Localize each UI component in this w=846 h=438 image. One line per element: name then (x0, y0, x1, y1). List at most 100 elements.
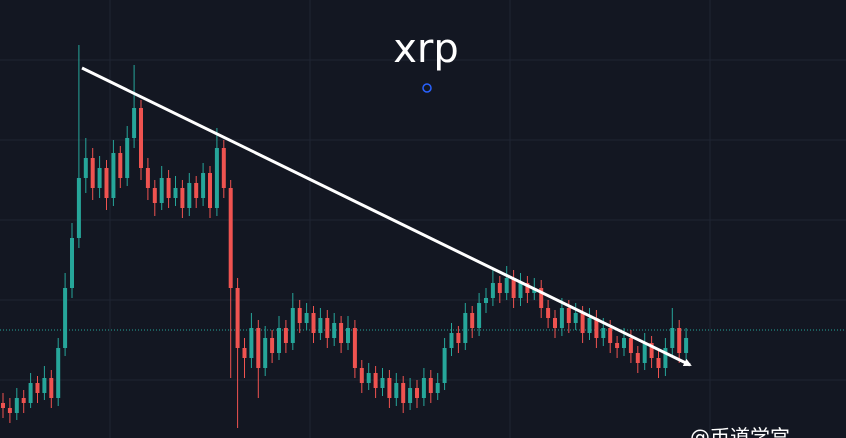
candle-body (408, 388, 413, 403)
candle-body (83, 158, 88, 178)
candle-body (677, 328, 682, 353)
candle-body (325, 318, 330, 338)
candle-body (28, 383, 33, 403)
candle-body (373, 373, 378, 388)
candle-body (290, 308, 295, 343)
candle-body (339, 323, 344, 343)
candle-body (42, 378, 47, 393)
candle-body (504, 278, 509, 293)
candle-body (656, 358, 661, 368)
candle-body (566, 308, 571, 323)
candle-body (297, 308, 302, 323)
candle-body (546, 308, 551, 318)
candle-body (642, 343, 647, 363)
candle-body (166, 178, 171, 198)
candle-body (580, 313, 585, 333)
candle-body (270, 338, 275, 353)
candle-body (415, 388, 419, 398)
candle-body (435, 383, 440, 393)
candle-body (463, 313, 468, 343)
candle-body (594, 318, 599, 338)
candle-body (173, 188, 178, 198)
candle-body (553, 318, 557, 328)
candle-body (477, 303, 482, 328)
candle-body (235, 288, 240, 348)
candle-body (332, 323, 337, 338)
candle-body (518, 283, 523, 298)
candle-body (449, 333, 454, 348)
candle-body (366, 373, 371, 383)
candle-body (152, 188, 157, 203)
candle-body (208, 173, 212, 208)
candle-body (359, 368, 364, 383)
candle-body (256, 328, 261, 368)
candle-body (304, 313, 309, 323)
candle-body (187, 183, 192, 208)
candle-body (539, 288, 544, 308)
candle-body (194, 183, 199, 198)
candle-body (118, 153, 123, 178)
candle-body (21, 398, 26, 403)
candle-body (145, 168, 150, 188)
candle-body (387, 378, 392, 398)
candle-body (35, 383, 40, 393)
candle-body (277, 328, 281, 353)
candle-body (421, 378, 426, 398)
candle-body (490, 283, 495, 298)
candle-body (401, 383, 406, 403)
candle-body (663, 348, 668, 368)
candle-body (635, 353, 640, 363)
candle-body (442, 348, 447, 383)
marker-dot (422, 83, 432, 93)
candle-body (70, 238, 74, 288)
candle-body (311, 313, 316, 333)
candle-body (76, 178, 81, 238)
candle-body (649, 343, 654, 358)
candle-body (587, 318, 592, 333)
candle-body (470, 313, 475, 328)
candles (1, 45, 689, 428)
candle-body (14, 398, 19, 413)
candle-body (249, 328, 254, 358)
candle-body (159, 178, 164, 203)
candle-body (670, 328, 675, 348)
chart-title: xrp (393, 26, 459, 72)
candle-body (221, 148, 226, 188)
candle-body (242, 348, 247, 358)
candle-body (352, 328, 357, 368)
candle-body (525, 283, 530, 293)
candle-body (132, 108, 137, 138)
candle-body (180, 188, 185, 208)
candle-body (49, 378, 54, 398)
candle-body (97, 168, 102, 188)
candle-body (622, 338, 626, 348)
candle-body (125, 138, 130, 178)
candle-body (497, 283, 502, 293)
candle-body (511, 278, 516, 298)
candle-body (394, 383, 399, 398)
candle-body (608, 328, 613, 343)
candle-body (484, 298, 488, 303)
candle-body (228, 188, 233, 288)
candle-body (684, 338, 689, 353)
trend-arrow (81, 66, 692, 367)
candle-body (346, 328, 350, 343)
candle-body (615, 343, 620, 348)
candle-body (201, 173, 206, 198)
candle-body (263, 338, 268, 368)
candle-body (318, 318, 323, 333)
candle-body (456, 333, 461, 343)
candle-body (573, 313, 578, 323)
watermark: @币道学宫 (690, 425, 790, 438)
candle-body (90, 158, 95, 188)
candle-body (214, 148, 219, 208)
candle-body (139, 108, 143, 168)
candle-body (428, 378, 433, 393)
candle-body (63, 288, 68, 348)
candle-body (559, 308, 564, 328)
candle-body (628, 338, 633, 353)
candle-body (601, 328, 606, 338)
candle-body (380, 378, 385, 388)
